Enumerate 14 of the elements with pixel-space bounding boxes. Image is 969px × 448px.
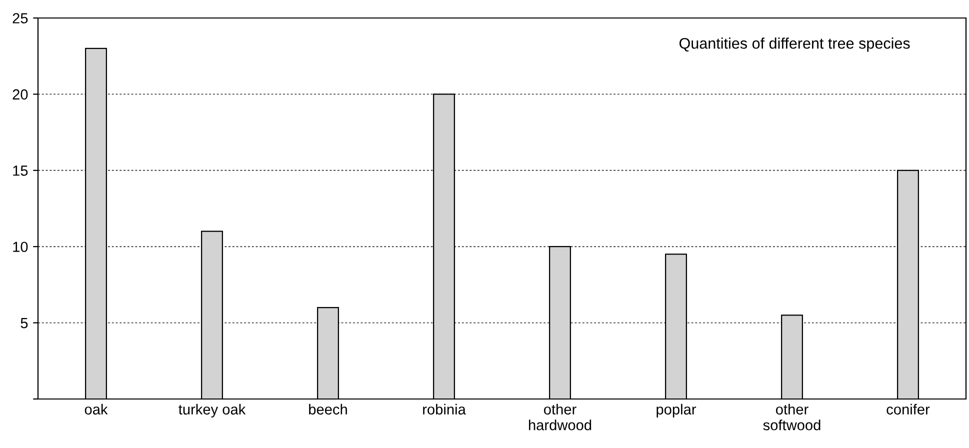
- y-tick-label: 15: [13, 166, 28, 176]
- x-tick-label: robinia: [423, 404, 466, 415]
- y-tick-label: 25: [12, 13, 28, 24]
- x-tick-label: beech: [309, 404, 347, 415]
- x-tick-label: other softwood: [763, 404, 820, 430]
- y-tick-label: 10: [13, 242, 28, 252]
- text: Quantities of different tree species: [679, 38, 910, 52]
- x-tick-label: other hardwood: [528, 404, 592, 430]
- x-tick-label: oak: [84, 404, 108, 415]
- y-tick-label: 20: [12, 89, 28, 100]
- x-tick-label: poplar: [656, 404, 696, 418]
- x-tick-label: conifer: [886, 404, 930, 415]
- x-tick-label: turkey oak: [178, 404, 246, 418]
- y-tick-label: 5: [20, 318, 28, 328]
